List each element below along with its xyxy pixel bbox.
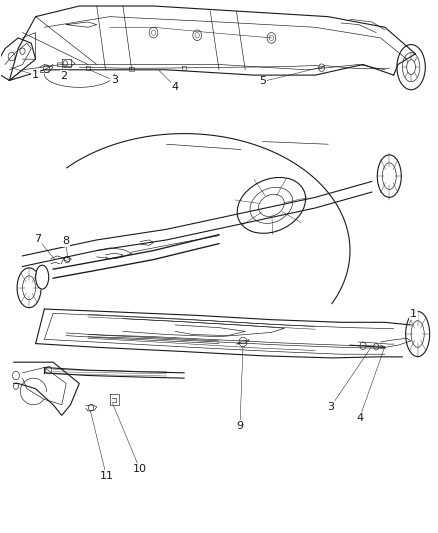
Text: 3: 3 [327, 402, 334, 413]
Ellipse shape [397, 45, 425, 90]
Text: 5: 5 [259, 77, 266, 86]
Ellipse shape [17, 268, 41, 308]
Text: 1: 1 [410, 309, 417, 319]
Text: 2: 2 [60, 71, 67, 80]
Ellipse shape [237, 177, 306, 233]
Text: 11: 11 [99, 471, 113, 481]
Text: 4: 4 [356, 413, 363, 423]
Ellipse shape [406, 311, 430, 357]
Ellipse shape [377, 155, 401, 197]
Text: 1: 1 [32, 70, 39, 80]
Text: 7: 7 [34, 234, 41, 244]
Ellipse shape [35, 265, 49, 289]
Text: 8: 8 [62, 236, 69, 246]
Text: 3: 3 [111, 76, 118, 85]
Text: 4: 4 [172, 82, 179, 92]
Text: 9: 9 [237, 421, 244, 431]
Text: 10: 10 [133, 464, 147, 473]
